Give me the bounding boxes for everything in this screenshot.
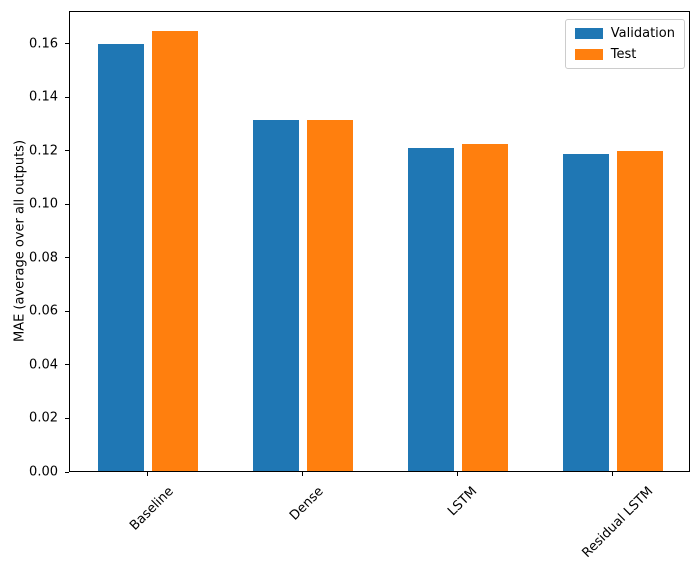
y-tick-mark <box>65 43 69 45</box>
x-tick-label-baseline: Baseline <box>127 484 177 534</box>
y-tick-mark <box>65 417 69 419</box>
x-tick-label-dense: Dense <box>287 484 327 524</box>
bar-validation-residual-lstm <box>563 153 610 471</box>
y-tick-mark <box>65 203 69 205</box>
y-tick-label: 0.08 <box>29 250 58 266</box>
x-tick-mark <box>301 472 303 476</box>
legend-label-test: Test <box>610 47 637 62</box>
x-tick-mark <box>146 472 148 476</box>
legend-entry-test: Test <box>574 47 675 62</box>
bar-test-dense <box>306 119 353 471</box>
y-tick-label: 0.10 <box>29 196 58 212</box>
legend-entry-validation: Validation <box>574 26 675 41</box>
bar-test-residual-lstm <box>617 151 664 471</box>
y-tick-label: 0.16 <box>29 36 58 52</box>
bar-test-lstm <box>462 144 509 471</box>
bar-validation-baseline <box>97 44 144 471</box>
x-tick-mark <box>612 472 614 476</box>
y-tick-label: 0.04 <box>29 357 58 373</box>
bar-validation-lstm <box>408 148 455 471</box>
legend-swatch-test <box>574 49 603 60</box>
y-tick-label: 0.00 <box>29 464 58 480</box>
legend-swatch-validation <box>574 28 603 39</box>
legend-label-validation: Validation <box>610 26 675 41</box>
y-tick-label: 0.06 <box>29 303 58 319</box>
y-tick-mark <box>65 471 69 473</box>
y-tick-mark <box>65 96 69 98</box>
x-tick-label-lstm: LSTM <box>444 484 480 520</box>
y-tick-mark <box>65 364 69 366</box>
plot-area: Validation Test <box>69 11 690 472</box>
y-tick-mark <box>65 257 69 259</box>
bar-test-baseline <box>151 30 198 471</box>
y-tick-label: 0.14 <box>29 89 58 105</box>
legend: Validation Test <box>564 19 685 69</box>
x-tick-label-residual-lstm: Residual LSTM <box>579 484 656 561</box>
y-tick-mark <box>65 310 69 312</box>
x-tick-mark <box>457 472 459 476</box>
bar-validation-dense <box>252 119 299 471</box>
y-tick-mark <box>65 150 69 152</box>
y-tick-label: 0.02 <box>29 410 58 426</box>
y-tick-label: 0.12 <box>29 143 58 159</box>
